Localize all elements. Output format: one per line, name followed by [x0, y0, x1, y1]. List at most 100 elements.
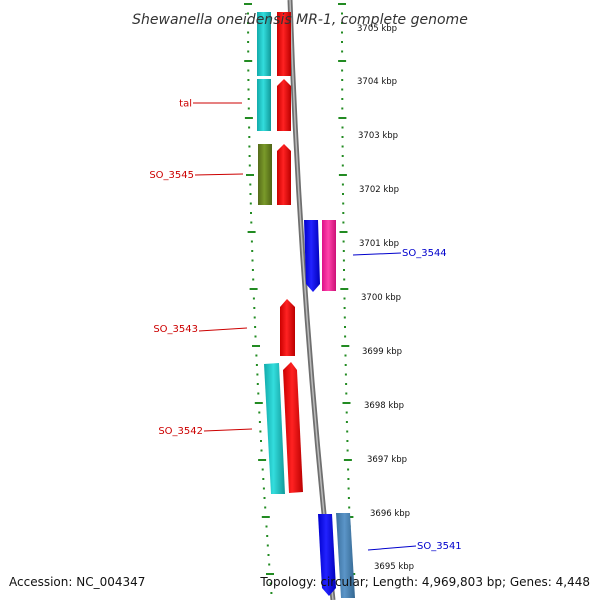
ruler-major-tick	[266, 573, 274, 575]
gene-labels: tal SO_3545 SO_3544 SO_3543 SO_3542 SO_3…	[149, 99, 461, 553]
gene-tal[interactable]	[277, 79, 291, 131]
gene-so3545-olive[interactable]	[258, 144, 272, 205]
ruler-minor-tick	[260, 449, 263, 452]
ruler-major-tick	[341, 345, 350, 347]
ruler-minor-tick	[248, 126, 251, 129]
kbp-label: 3698 kbp	[364, 401, 404, 411]
ruler-minor-tick	[341, 50, 344, 53]
ruler-minor-tick	[258, 421, 261, 423]
ruler-major-tick	[342, 402, 351, 404]
ruler-inner	[244, 3, 274, 594]
ruler-minor-tick	[256, 383, 259, 385]
gene-label-so3543[interactable]: SO_3543	[153, 324, 198, 335]
gene-so3543[interactable]	[280, 299, 295, 356]
gene-so3545[interactable]	[277, 144, 291, 205]
ruler-minor-tick	[343, 269, 345, 271]
gene-so3541[interactable]	[318, 514, 336, 596]
ruler-minor-tick	[341, 126, 344, 129]
gene-label-so3542[interactable]: SO_3542	[158, 426, 203, 437]
ruler-minor-tick	[342, 240, 345, 243]
kbp-label: 3699 kbp	[362, 347, 402, 357]
gene-label-so3544[interactable]: SO_3544	[402, 248, 447, 259]
ruler-minor-tick	[248, 136, 251, 138]
ruler-major-tick	[338, 174, 347, 176]
ruler-major-tick	[249, 288, 258, 290]
ruler-minor-tick	[267, 554, 270, 556]
ruler-minor-tick	[341, 79, 344, 81]
ruler-minor-tick	[251, 250, 254, 252]
ruler-major-tick	[252, 345, 260, 347]
ruler-minor-tick	[249, 193, 252, 195]
gene-cyan-top[interactable]	[257, 12, 271, 76]
ruler-major-tick	[246, 174, 254, 176]
ruler-minor-tick	[248, 155, 251, 157]
ruler-minor-tick	[341, 31, 343, 34]
gene-so3542[interactable]	[283, 362, 303, 493]
ruler-minor-tick	[341, 164, 344, 167]
ruler-minor-tick	[341, 12, 343, 15]
ruler-minor-tick	[348, 506, 351, 509]
ruler-minor-tick	[248, 164, 251, 167]
ruler-minor-tick	[343, 307, 346, 309]
ruler-minor-tick	[265, 525, 268, 528]
ruler-minor-tick	[252, 297, 255, 300]
ruler-minor-tick	[248, 145, 251, 148]
ruler-minor-tick	[247, 88, 250, 91]
ruler-minor-tick	[342, 202, 345, 205]
ruler-minor-tick	[347, 468, 350, 471]
ruler-minor-tick	[343, 278, 346, 281]
gene-label-tal[interactable]: tal	[179, 99, 192, 110]
ruler-major-tick	[338, 3, 346, 5]
ruler-minor-tick	[341, 107, 344, 110]
ruler-minor-tick	[342, 193, 344, 195]
ruler-minor-tick	[342, 250, 345, 252]
ruler-major-tick	[254, 402, 263, 404]
kbp-label: 3697 kbp	[367, 455, 407, 465]
gene-label-so3545[interactable]: SO_3545	[149, 170, 194, 181]
ruler-minor-tick	[341, 41, 343, 43]
ruler-minor-tick	[343, 297, 346, 300]
ruler-minor-tick	[341, 22, 343, 24]
leader-line-so3543	[198, 327, 248, 332]
ruler-minor-tick	[346, 440, 349, 442]
ruler-minor-tick	[263, 497, 266, 499]
ruler-minor-tick	[250, 221, 253, 224]
ruler-major-tick	[338, 117, 347, 119]
ruler-minor-tick	[253, 307, 256, 309]
ruler-minor-tick	[262, 487, 265, 490]
ruler-minor-tick	[347, 497, 350, 499]
gene-so3542-cyan[interactable]	[264, 363, 285, 494]
ruler-minor-tick	[342, 212, 345, 214]
kbp-label: 3702 kbp	[359, 185, 399, 195]
kbp-label: 3703 kbp	[358, 131, 398, 141]
ruler-minor-tick	[249, 183, 252, 186]
ruler-major-tick	[340, 288, 349, 290]
gene-so3544-blue[interactable]	[304, 220, 320, 292]
ruler-minor-tick	[256, 373, 259, 376]
leader-line-so3542	[203, 428, 253, 432]
ruler-minor-tick	[255, 354, 258, 357]
ruler-minor-tick	[261, 468, 264, 471]
ruler-minor-tick	[247, 41, 250, 43]
ruler-major-tick	[244, 3, 252, 5]
gene-red-top[interactable]	[277, 12, 291, 76]
ruler-minor-tick	[247, 98, 250, 100]
ruler-minor-tick	[262, 478, 265, 480]
ruler-minor-tick	[250, 240, 253, 243]
ruler-minor-tick	[270, 592, 273, 594]
ruler-minor-tick	[345, 421, 348, 423]
ruler-minor-tick	[344, 335, 347, 338]
gene-track-forward	[257, 12, 303, 494]
leader-line-so3545	[194, 173, 244, 176]
gene-so3541-steel[interactable]	[336, 513, 355, 598]
gene-label-so3541[interactable]: SO_3541	[417, 541, 462, 552]
ruler-outer	[338, 3, 356, 594]
gene-so3544[interactable]	[322, 220, 336, 291]
gene-track-reverse	[304, 220, 355, 598]
kbp-label: 3704 kbp	[357, 77, 397, 87]
gene-tal-cyan[interactable]	[257, 79, 271, 131]
ruler-minor-tick	[344, 326, 346, 328]
ruler-minor-tick	[247, 69, 250, 72]
leader-line-so3541	[367, 545, 417, 551]
